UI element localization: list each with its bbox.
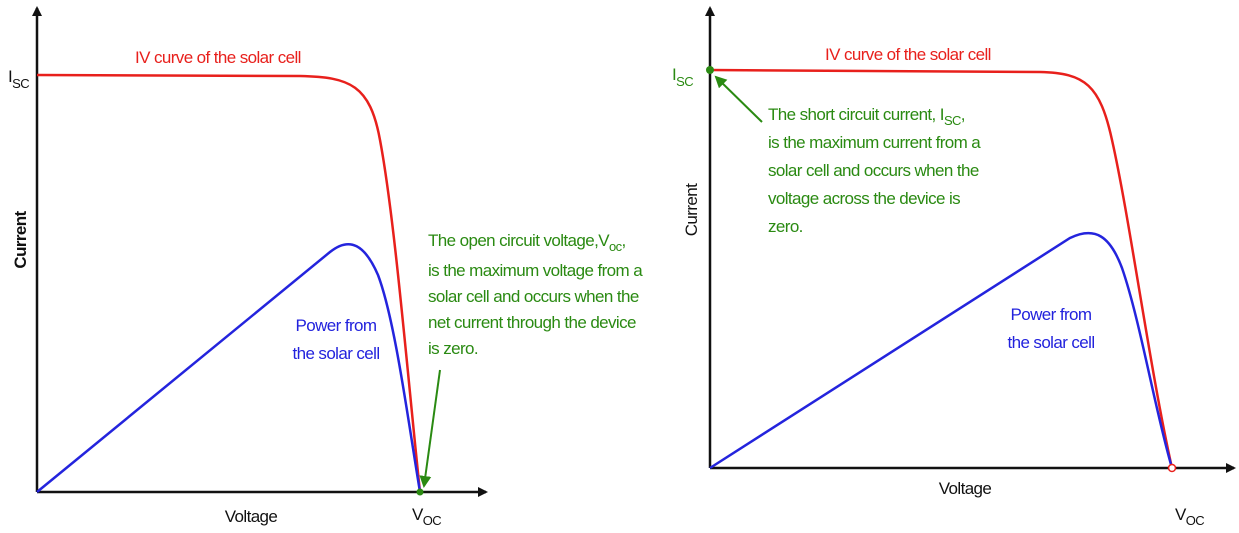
annotation-arrow — [419, 369, 441, 488]
power-label: Power from — [1011, 305, 1092, 324]
annotation-line: The open circuit voltage,Voc, — [428, 231, 626, 254]
curve-label: IV curve of the solar cell — [135, 48, 301, 67]
annotation-after: , — [622, 231, 626, 250]
iv-curve — [709, 68, 1174, 469]
isc-sub: SC — [676, 74, 693, 89]
annotation-line: solar cell and occurs when the — [768, 161, 979, 180]
annotation-line: net current through the device — [428, 313, 636, 332]
annotation-line: solar cell and occurs when the — [428, 287, 639, 306]
isc-label: ISC — [672, 65, 693, 89]
power-label: the solar cell — [1007, 333, 1094, 352]
isc-main: I — [672, 65, 676, 84]
annotation-line: zero. — [768, 217, 803, 236]
voc-label: VOC — [1175, 505, 1204, 528]
annotation-text: The open circuit voltage,V — [428, 231, 610, 250]
power-label: Power from — [296, 316, 377, 335]
annotation-line: is the maximum voltage from a — [428, 261, 643, 280]
left-panel: ISC IV curve of the solar cell Current V… — [8, 6, 644, 528]
power-curve — [709, 232, 1174, 470]
annotation-line: is the maximum current from a — [768, 133, 981, 152]
annotation-sub: oc — [609, 239, 623, 254]
curve-label: IV curve of the solar cell — [825, 45, 991, 64]
x-axis-label: Voltage — [225, 507, 278, 526]
isc-point — [706, 66, 714, 74]
iv-curve — [36, 73, 422, 493]
annotation-arrow — [714, 75, 763, 123]
y-axis-label: Current — [682, 183, 701, 236]
voc-point — [1167, 463, 1177, 473]
annotation-line: is zero. — [428, 339, 478, 358]
voc-main: V — [412, 505, 424, 524]
y-axis-label: Current — [11, 210, 30, 268]
voc-sub: OC — [1186, 513, 1205, 528]
power-curve — [36, 242, 422, 493]
isc-label: ISC — [8, 67, 29, 91]
annotation-after: , — [961, 105, 965, 124]
isc-main: I — [8, 67, 12, 86]
annotation-sub: SC — [944, 113, 961, 128]
annotation-text: The short circuit current, I — [768, 105, 944, 124]
right-panel: ISC IV curve of the solar cell Current V… — [672, 6, 1236, 528]
voc-point — [416, 488, 424, 496]
annotation-line: voltage across the device is — [768, 189, 960, 208]
voc-main: V — [1175, 505, 1187, 524]
power-label: the solar cell — [292, 344, 379, 363]
isc-sub: SC — [12, 76, 29, 91]
x-axis-label: Voltage — [939, 479, 992, 498]
voc-sub: OC — [423, 513, 442, 528]
annotation-line: The short circuit current, ISC, — [768, 105, 965, 128]
voc-label: VOC — [412, 505, 441, 528]
